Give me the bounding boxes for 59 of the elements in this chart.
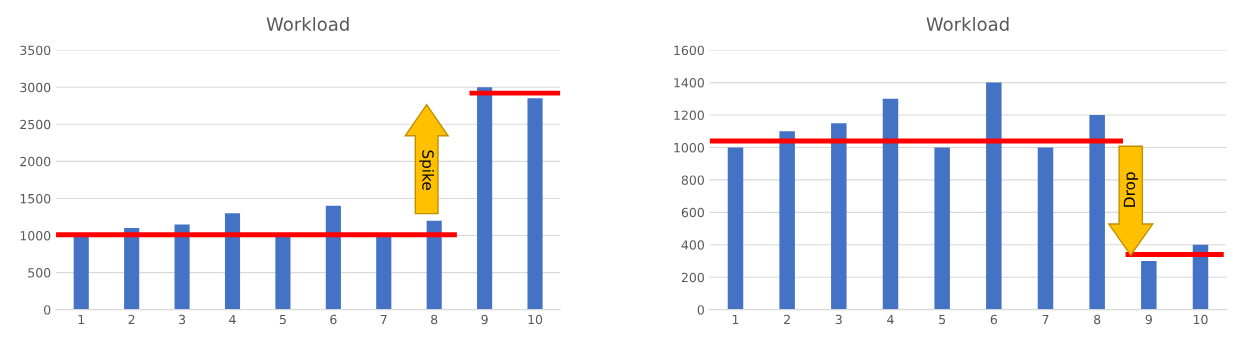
x-tick-label: 7 [380,314,387,325]
y-tick-label: 500 [28,268,51,278]
bar [174,224,190,310]
x-tick-label: 7 [1042,314,1049,325]
chart-title: Workload [266,17,349,31]
x-tick-label: 4 [887,314,894,325]
bar [527,98,543,310]
y-tick-label: 0 [44,305,51,315]
bar [224,213,241,310]
chart-title: Workload [926,17,1009,31]
y-tick-label: 2500 [20,119,51,130]
y-tick-label: 2000 [20,156,51,167]
y-tick-label: 1000 [674,142,704,153]
x-tick-label: 1 [78,314,85,325]
x-tick-label: 1 [732,314,739,325]
bar [882,98,899,310]
x-tick-label: 4 [229,314,236,325]
y-tick-label: 800 [681,175,704,185]
bar [1141,261,1157,310]
x-tick-label: 2 [784,314,790,325]
annotation: Drop [1123,172,1139,207]
bar [727,147,744,310]
y-tick-label: 600 [681,207,704,218]
x-tick-label: 9 [1145,314,1152,325]
bar [986,82,1002,310]
bar [376,235,392,310]
x-tick-label: 8 [1094,314,1101,325]
y-tick-label: 1600 [674,45,704,56]
bar [426,220,442,310]
x-tick-label: 6 [990,314,998,325]
x-tick-label: 2 [128,314,135,325]
x-tick-label: 10 [1193,314,1208,325]
annotation: Spike [419,150,435,190]
x-tick-label: 3 [835,314,842,325]
y-tick-label: 3500 [20,45,51,56]
bar [831,123,847,310]
x-tick-label: 8 [431,314,438,325]
bar [73,235,89,310]
x-tick-label: 9 [481,314,488,325]
y-tick-label: 0 [697,305,704,315]
y-tick-label: 200 [681,272,704,283]
bar [1037,147,1054,310]
y-tick-label: 400 [681,240,704,250]
x-tick-label: 3 [179,314,186,325]
bar [934,147,950,310]
bar [779,131,795,310]
y-tick-label: 1500 [20,193,51,204]
x-tick-label: 10 [528,314,543,325]
bar [124,228,140,310]
bar [325,205,341,310]
y-tick-label: 1000 [20,231,51,241]
x-tick-label: 5 [939,314,946,325]
y-tick-label: 1200 [674,110,704,120]
bar [477,87,493,310]
y-tick-label: 1400 [674,78,704,88]
y-tick-label: 3000 [20,82,51,93]
x-tick-label: 6 [330,314,337,325]
x-tick-label: 5 [279,314,286,325]
bar [275,235,291,310]
